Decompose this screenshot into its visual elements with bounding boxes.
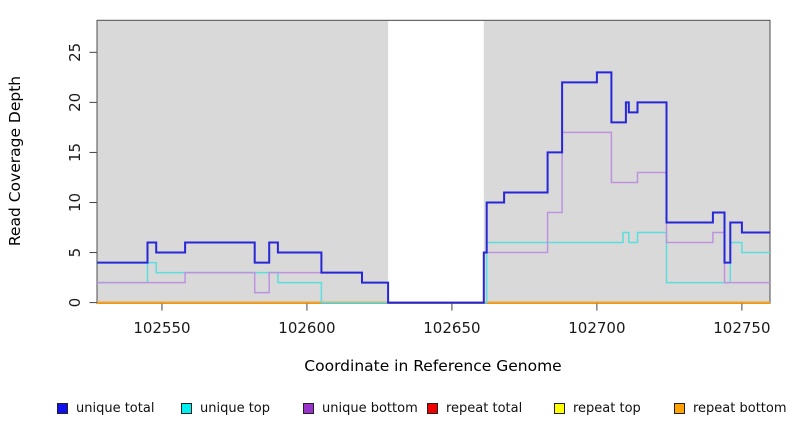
x-tick-label: 102700 — [568, 319, 625, 337]
x-tick-label: 102550 — [133, 319, 190, 337]
series-unique-top — [97, 231, 770, 304]
y-tick-label: 25 — [66, 43, 84, 62]
y-tick-label: 20 — [66, 93, 84, 112]
y-tick-label: 0 — [66, 298, 84, 308]
coverage-gap-region — [388, 21, 484, 304]
x-tick-label: 102750 — [713, 319, 770, 337]
series-unique-total — [97, 71, 770, 304]
y-axis-title: Read Coverage Depth — [6, 76, 24, 246]
y-tick-label: 5 — [66, 248, 84, 258]
y-tick-label: 10 — [66, 193, 84, 212]
x-axis-title: Coordinate in Reference Genome — [304, 357, 561, 375]
series-unique-bottom — [97, 131, 770, 304]
y-tick-label: 15 — [66, 143, 84, 162]
x-tick-label: 102600 — [278, 319, 335, 337]
x-tick-label: 102650 — [423, 319, 480, 337]
